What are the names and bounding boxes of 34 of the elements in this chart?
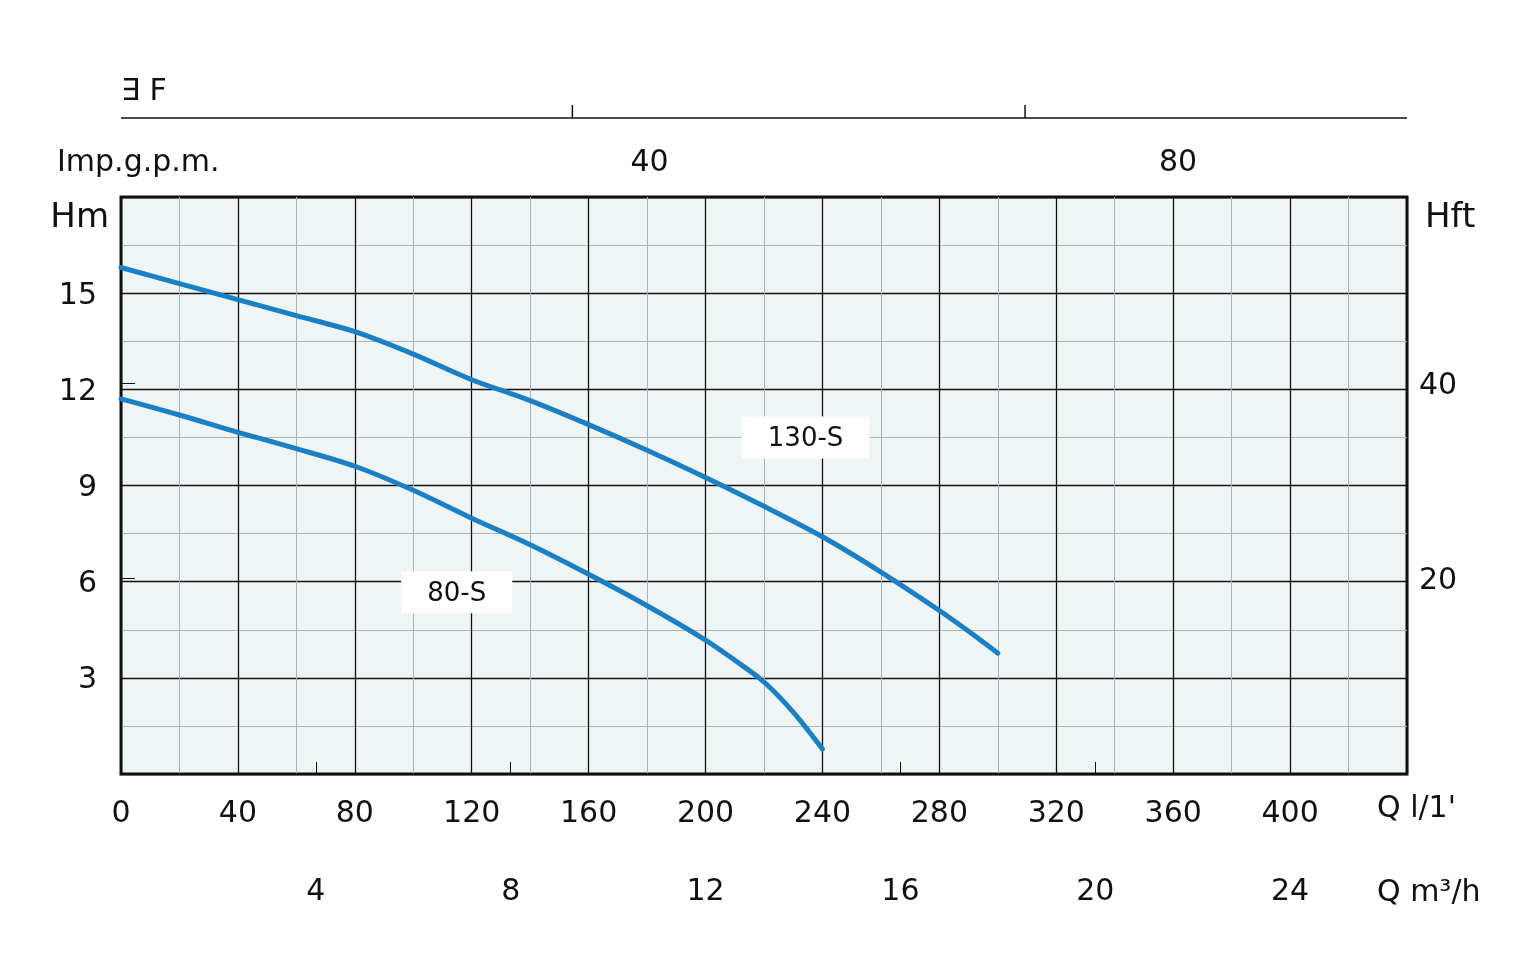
x2-axis-title: Q m³/h: [1377, 872, 1481, 908]
y-tick-label: 6: [77, 564, 97, 600]
x-tick-label: 40: [218, 793, 257, 829]
y2-tick-label: 20: [1419, 561, 1458, 597]
x2-tick-label: 24: [1271, 871, 1310, 907]
y-axis-title: Hm: [50, 195, 109, 235]
x-axis-title: Q l/1': [1377, 788, 1456, 824]
text: ∃ F: [121, 71, 167, 107]
x-tick-label: 240: [793, 793, 852, 829]
x-tick-label: 120: [443, 793, 501, 829]
text: Imp.g.p.m.: [57, 142, 220, 178]
text: 80: [1159, 142, 1198, 178]
y-tick-label: 3: [77, 660, 97, 696]
x-tick-label: 320: [1027, 793, 1085, 829]
x2-tick-label: 20: [1076, 871, 1115, 907]
y-tick-label: 12: [58, 371, 97, 407]
x2-tick-label: 4: [306, 871, 326, 907]
series-label: 80-S: [427, 577, 487, 608]
x-tick-label: 400: [1261, 793, 1319, 829]
x-tick-label: 360: [1144, 793, 1202, 829]
series-label: 130-S: [767, 422, 844, 453]
x-tick-label: 0: [111, 793, 131, 829]
text: 40: [630, 142, 669, 178]
y-tick-label: 9: [77, 468, 97, 503]
x2-tick-label: 12: [686, 871, 725, 907]
x2-tick-label: 8: [501, 871, 521, 907]
x-tick-label: 80: [335, 793, 374, 829]
x-tick-label: 200: [676, 793, 735, 829]
y2-axis-title: Hft: [1425, 195, 1476, 235]
y-tick-label: 15: [58, 275, 97, 311]
x-tick-label: 160: [560, 793, 618, 829]
x2-tick-label: 16: [881, 871, 920, 907]
y2-tick-label: 40: [1419, 365, 1458, 401]
x-tick-label: 280: [910, 793, 968, 829]
